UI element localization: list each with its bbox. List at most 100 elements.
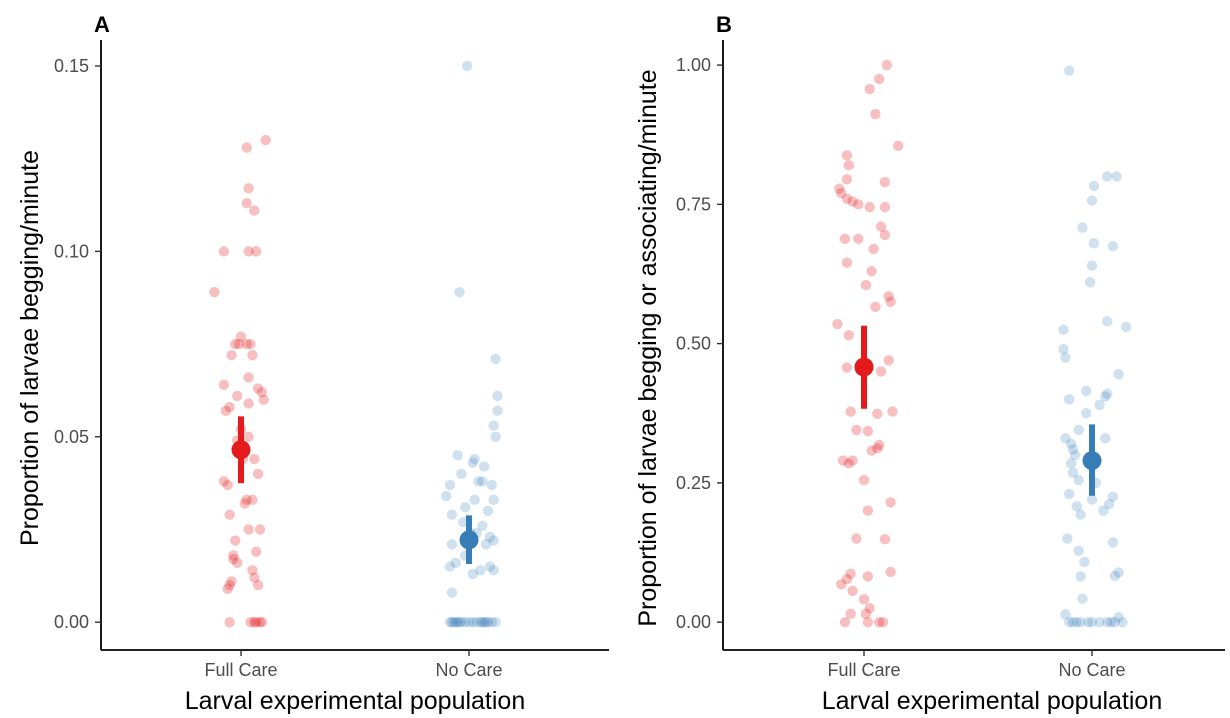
panel-b-data-point [1121, 321, 1132, 333]
panel-b-y-tick-label: 0.25 [676, 473, 711, 493]
panel-a-data-point [454, 616, 465, 628]
panel-a-x-tick-label: Full Care [204, 660, 277, 680]
panel-a-data-point [452, 616, 463, 628]
panel-a-data-point [446, 509, 458, 520]
panel-b-data-point [872, 443, 883, 454]
panel-b-data-point [858, 474, 870, 486]
panel-a-data-point [228, 553, 239, 565]
panel-a-data-point [239, 498, 250, 509]
panel-a-y-axis-title: Proportion of larvae begging/minute [16, 150, 44, 546]
panel-b-data-point [847, 196, 858, 207]
panel-a-y-tick-label: 0.15 [54, 56, 89, 76]
panel-a-data-point [456, 616, 467, 628]
panel-b-data-point [1094, 399, 1105, 411]
panel-a-x-axis-title: Larval experimental population [185, 687, 526, 715]
panel-a-data-point [224, 579, 235, 591]
panel-a-data-point [492, 405, 503, 417]
panel-a-data-point [226, 576, 237, 587]
panel-b-data-point [1060, 352, 1071, 363]
panel-a-data-point [482, 616, 494, 628]
panel-b-data-point [1086, 260, 1098, 271]
panel-a-data-point [260, 134, 271, 146]
panel-a-data-point [460, 502, 471, 513]
panel-b-data-point [1071, 501, 1083, 512]
panel-b-data-point [1065, 458, 1077, 469]
panel-b-data-point [874, 616, 885, 628]
panel-a-data-point [446, 616, 458, 628]
panel-a-data-point [454, 286, 465, 298]
panel-a-data-point [458, 516, 469, 528]
panel-a-y-tick-label: 0.10 [54, 241, 89, 261]
panel-b-data-point [1073, 424, 1084, 436]
panel-b-y-tick-label: 0.50 [676, 334, 711, 354]
panel-b-data-point [843, 160, 854, 171]
panel-b-data-point [1102, 316, 1113, 327]
panel-b-data-point [1077, 222, 1088, 233]
panel-a-data-point [243, 431, 254, 442]
panel-a-data-point [467, 616, 478, 628]
panel-b-data-point [858, 594, 870, 605]
panel-b-data-point [851, 533, 862, 544]
panel-b-data-point [879, 533, 891, 545]
panel-a-data-point [467, 457, 478, 468]
panel-b-data-point [1069, 449, 1081, 461]
panel-b-data-point [1102, 171, 1113, 182]
panel-b-data-point [841, 193, 853, 204]
panel-b-data-point [1067, 616, 1079, 628]
panel-b-data-point [1073, 545, 1084, 557]
panel-b-data-point [875, 221, 887, 232]
panel-label-a: A [94, 12, 110, 37]
panel-b-data-point [877, 616, 889, 628]
panel-b-data-point [1086, 195, 1098, 206]
panel-a-data-point [482, 505, 494, 517]
panel-a-data-point [226, 349, 237, 361]
panel-b-data-point [874, 439, 885, 451]
panel-a-data-point [469, 453, 480, 465]
panel-a-data-point [218, 246, 230, 257]
panel-a-data-point [218, 476, 230, 487]
panel-a-data-point [488, 420, 499, 431]
panel-b-data-point [847, 455, 858, 466]
panel-a-data-point [479, 461, 490, 472]
panel-b-data-point [845, 608, 856, 619]
panel-a-data-point [452, 450, 463, 461]
panel-b-data-point [839, 233, 851, 245]
panel-b-data-point [1107, 537, 1119, 548]
panel-b-data-point [1058, 324, 1069, 335]
panel-a-data-point [243, 183, 254, 194]
panel-b-data-point [864, 201, 875, 213]
panel-b-data-point [841, 362, 853, 373]
panel-a-y-tick-label: 0.00 [54, 612, 89, 632]
panel-a-data-point [446, 539, 458, 550]
panel-b-data-point [872, 408, 883, 419]
panel-a-data-point [486, 479, 497, 491]
panel-a-data-point [245, 338, 256, 350]
panel-b-data-point [1064, 616, 1075, 628]
panel-a-data-point [233, 338, 245, 350]
panel-a-data-point [243, 372, 254, 383]
panel-a-data-point [222, 479, 233, 491]
panel-b-data-point [879, 229, 891, 241]
panel-b-data-point [1102, 388, 1113, 399]
panel-a-data-point [471, 616, 482, 628]
panel-b-data-point [1105, 616, 1117, 628]
panel-a-data-point [448, 616, 459, 628]
panel-b-data-point [853, 233, 864, 245]
panel-a-data-point [477, 476, 488, 487]
panel-b-data-point [837, 455, 849, 466]
panel-b-data-point [893, 140, 904, 152]
panel-a-data-point [245, 616, 256, 628]
panel-a-data-point [484, 561, 496, 572]
panel-a-data-point [460, 616, 471, 628]
panel-b-data-point [1107, 240, 1119, 252]
panel-b-data-point [1113, 611, 1124, 623]
panel-b-data-point [879, 201, 891, 213]
panel-a-data-point [230, 535, 241, 546]
panel-b-data-point [1064, 394, 1075, 405]
panel-b-data-point [887, 406, 898, 417]
panel-b-data-point [866, 445, 877, 456]
panel-b-data-point [1109, 570, 1121, 582]
panel-b-data-point [1111, 171, 1122, 182]
panel-a-data-point [241, 338, 252, 350]
panel-a-mean-point [459, 530, 479, 550]
